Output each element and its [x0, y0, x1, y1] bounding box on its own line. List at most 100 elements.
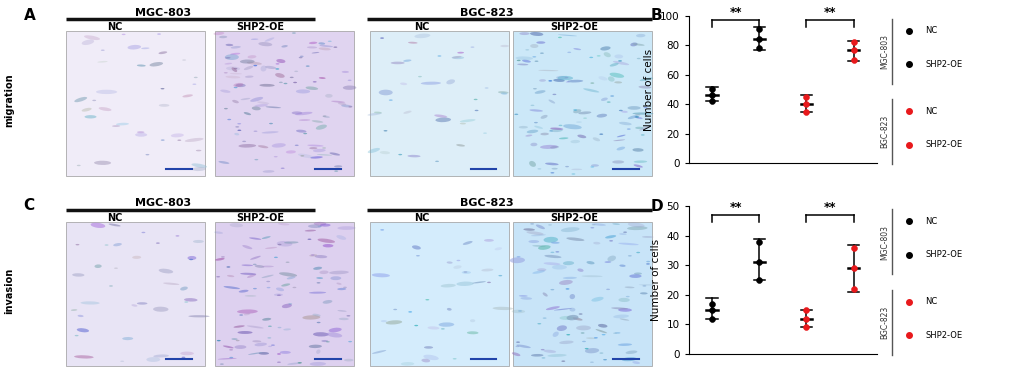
Text: **: **	[729, 6, 741, 19]
Ellipse shape	[277, 294, 280, 296]
Ellipse shape	[243, 245, 252, 249]
Ellipse shape	[446, 308, 451, 311]
Ellipse shape	[273, 156, 277, 158]
Ellipse shape	[592, 137, 599, 141]
Ellipse shape	[601, 334, 605, 335]
Ellipse shape	[590, 82, 594, 84]
Ellipse shape	[310, 362, 326, 366]
Text: SHP2-OE: SHP2-OE	[235, 22, 283, 32]
Text: MGC-803: MGC-803	[879, 225, 889, 260]
Ellipse shape	[569, 308, 575, 312]
Ellipse shape	[378, 90, 392, 95]
Ellipse shape	[421, 359, 430, 363]
Ellipse shape	[552, 94, 555, 95]
Ellipse shape	[573, 109, 577, 111]
Ellipse shape	[299, 119, 310, 121]
Ellipse shape	[472, 281, 485, 284]
Ellipse shape	[266, 287, 270, 288]
Ellipse shape	[306, 86, 318, 90]
Text: SHP2-OE: SHP2-OE	[924, 140, 961, 149]
Ellipse shape	[85, 115, 97, 119]
Ellipse shape	[99, 107, 111, 111]
Ellipse shape	[397, 154, 401, 155]
Ellipse shape	[604, 261, 610, 263]
Ellipse shape	[281, 284, 289, 287]
Point	[703, 315, 719, 322]
Ellipse shape	[633, 165, 642, 168]
Ellipse shape	[550, 289, 553, 290]
Ellipse shape	[329, 271, 348, 274]
Ellipse shape	[418, 76, 422, 77]
Point	[845, 265, 861, 272]
Bar	[65, 222, 205, 366]
Text: SHP2-OE: SHP2-OE	[549, 22, 597, 32]
Ellipse shape	[641, 236, 653, 238]
Ellipse shape	[532, 245, 545, 247]
Ellipse shape	[316, 282, 320, 284]
Ellipse shape	[94, 161, 111, 165]
Ellipse shape	[533, 88, 536, 89]
Ellipse shape	[311, 254, 315, 256]
Ellipse shape	[223, 345, 233, 348]
Ellipse shape	[452, 265, 462, 269]
Ellipse shape	[403, 60, 411, 62]
Ellipse shape	[82, 108, 92, 112]
Ellipse shape	[630, 42, 637, 46]
Ellipse shape	[558, 341, 573, 344]
Ellipse shape	[348, 106, 352, 107]
Ellipse shape	[600, 98, 607, 101]
Ellipse shape	[316, 349, 320, 354]
Point	[703, 92, 719, 98]
Ellipse shape	[593, 242, 600, 245]
Ellipse shape	[484, 87, 488, 89]
Ellipse shape	[242, 265, 253, 266]
Point	[845, 46, 861, 53]
Ellipse shape	[492, 307, 513, 310]
Ellipse shape	[562, 124, 581, 129]
Text: BGC-823: BGC-823	[879, 306, 889, 339]
Ellipse shape	[105, 244, 108, 246]
Ellipse shape	[70, 309, 77, 311]
Ellipse shape	[542, 317, 546, 319]
Ellipse shape	[259, 84, 274, 87]
Ellipse shape	[326, 332, 342, 338]
Ellipse shape	[225, 76, 240, 78]
Ellipse shape	[276, 287, 284, 291]
Ellipse shape	[379, 151, 389, 154]
Text: SHP2-OE: SHP2-OE	[924, 331, 961, 340]
Point	[900, 252, 916, 258]
Ellipse shape	[591, 223, 605, 226]
Ellipse shape	[218, 161, 229, 164]
Ellipse shape	[525, 135, 532, 137]
Ellipse shape	[610, 307, 628, 309]
Text: NC: NC	[107, 22, 122, 32]
Ellipse shape	[577, 268, 583, 272]
Ellipse shape	[122, 337, 133, 340]
Ellipse shape	[322, 147, 326, 149]
Ellipse shape	[251, 39, 258, 40]
Point	[750, 36, 766, 42]
Ellipse shape	[244, 66, 253, 70]
Point	[900, 299, 916, 305]
Ellipse shape	[517, 63, 528, 65]
Ellipse shape	[260, 66, 266, 72]
Ellipse shape	[403, 110, 412, 114]
Text: BGC-823: BGC-823	[460, 198, 513, 208]
Ellipse shape	[612, 140, 625, 141]
Bar	[370, 31, 508, 176]
Ellipse shape	[520, 297, 532, 300]
Ellipse shape	[275, 63, 279, 65]
Ellipse shape	[367, 148, 380, 153]
Ellipse shape	[294, 145, 299, 146]
Ellipse shape	[619, 122, 631, 125]
Ellipse shape	[540, 133, 548, 135]
Ellipse shape	[221, 256, 224, 258]
Ellipse shape	[314, 255, 327, 258]
Ellipse shape	[385, 320, 401, 324]
Ellipse shape	[632, 112, 653, 115]
Ellipse shape	[192, 167, 206, 171]
Ellipse shape	[312, 314, 320, 316]
Ellipse shape	[281, 45, 287, 47]
Ellipse shape	[146, 154, 149, 155]
Ellipse shape	[638, 284, 654, 286]
